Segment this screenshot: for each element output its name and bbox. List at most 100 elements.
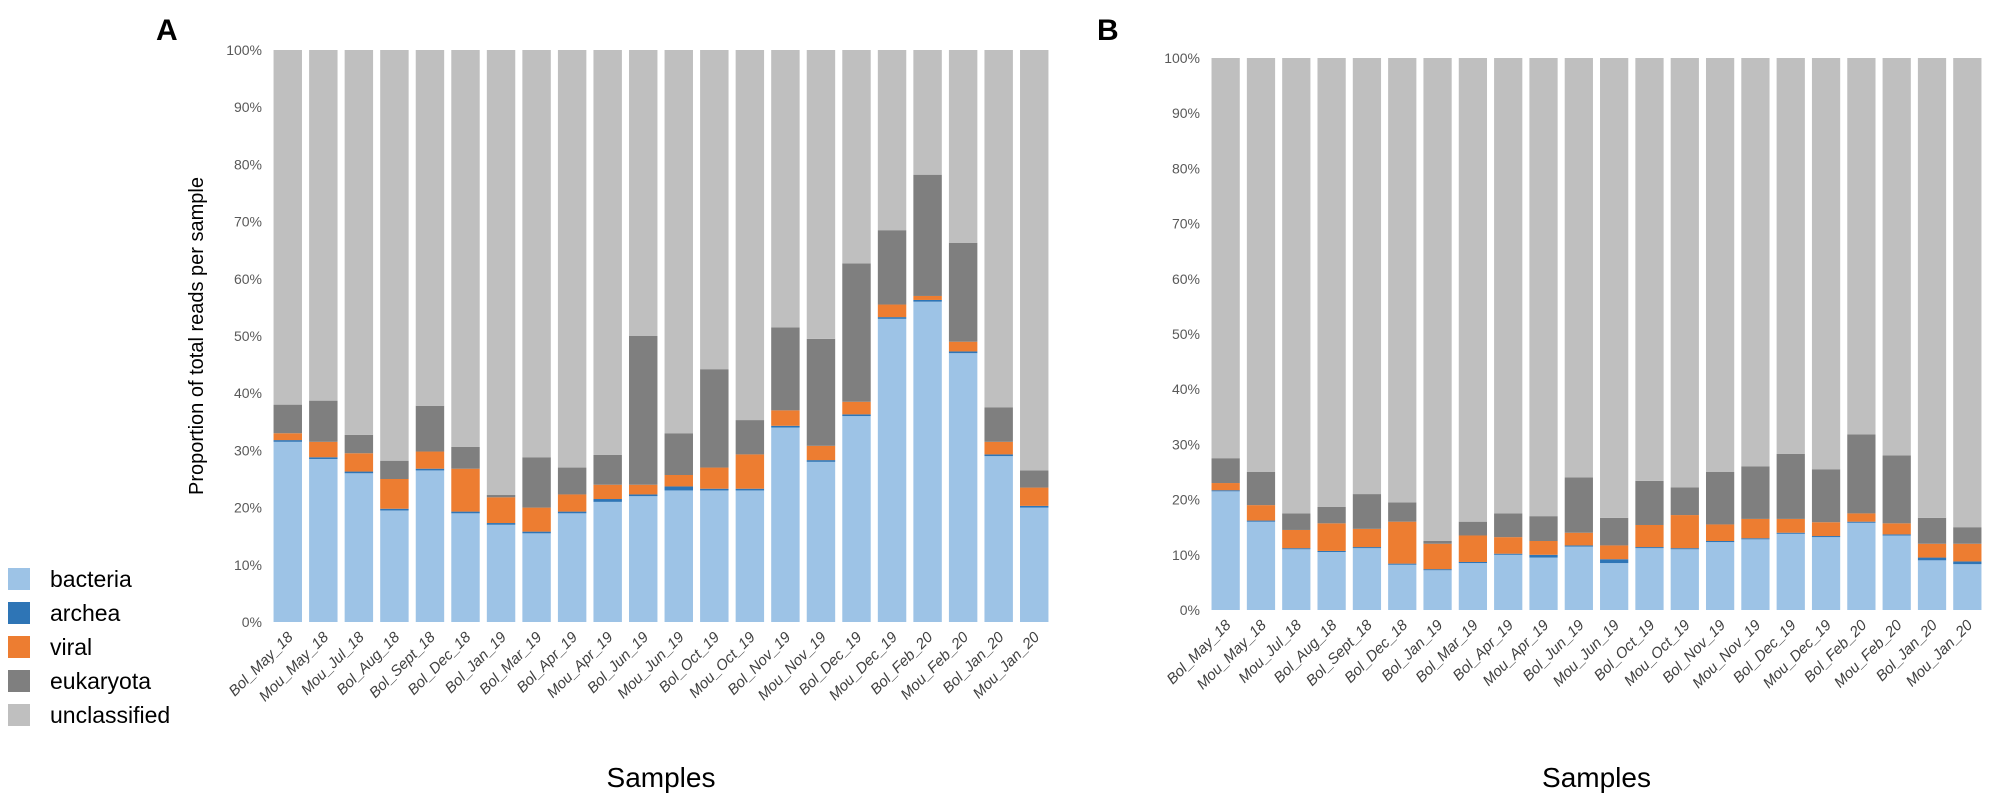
panel-a-bar-bacteria bbox=[771, 427, 800, 622]
panel-a-bar-archea bbox=[593, 499, 622, 502]
legend-item-unclassified: unclassified bbox=[8, 698, 170, 732]
panel-a-bar-archea bbox=[309, 457, 338, 459]
panel-a-bar-unclassified bbox=[806, 50, 836, 339]
panel-b-bar-bacteria bbox=[1882, 535, 1911, 610]
panel-a-bar-archea bbox=[629, 494, 658, 497]
panel-a-bar-archea bbox=[948, 351, 978, 354]
panel-b-bar-unclassified bbox=[1352, 58, 1382, 495]
panel-a-bar-eukaryota bbox=[948, 242, 978, 342]
panel-b-bar-unclassified bbox=[1600, 58, 1629, 518]
legend-label-unclassified: unclassified bbox=[50, 701, 171, 728]
panel-b-bar-eukaryota bbox=[1847, 434, 1876, 514]
panel-a-bar-viral bbox=[1020, 487, 1049, 506]
panel-b-bar-unclassified bbox=[1282, 58, 1311, 514]
panel-b-bar-unclassified bbox=[1776, 58, 1805, 454]
panel-b-bar-archea bbox=[1388, 563, 1417, 565]
panel-b-bar-archea bbox=[1352, 547, 1382, 549]
panel-b-bar-bacteria bbox=[1670, 549, 1699, 610]
panel-b-bar-bacteria bbox=[1953, 564, 1982, 610]
panel-b-bar-eukaryota bbox=[1600, 517, 1629, 546]
panel-a-bar-eukaryota bbox=[557, 467, 587, 495]
legend-item-bacteria: bacteria bbox=[8, 562, 170, 596]
panel-a-bar-unclassified bbox=[273, 50, 302, 405]
panel-a-bar-unclassified bbox=[948, 50, 978, 243]
panel-b-bar-viral bbox=[1600, 545, 1629, 560]
panel-a-bar-eukaryota bbox=[629, 336, 658, 485]
panel-b-bar-viral bbox=[1423, 543, 1452, 570]
panel-a-bar-eukaryota bbox=[380, 460, 409, 479]
panel-a-bar-archea bbox=[771, 425, 800, 428]
panel-b-bar-bacteria bbox=[1317, 552, 1346, 610]
panel-b-bar-eukaryota bbox=[1529, 516, 1558, 541]
panel-b-ytick-label: 50% bbox=[1172, 326, 1200, 342]
panel-a-bar-eukaryota bbox=[1020, 470, 1049, 488]
panel-b-bar-unclassified bbox=[1388, 58, 1417, 503]
panel-a-bar-bacteria bbox=[913, 301, 942, 622]
panel-b-bar-eukaryota bbox=[1494, 513, 1523, 538]
panel-a-bar-bacteria bbox=[273, 441, 302, 622]
panel-b-bar-eukaryota bbox=[1564, 477, 1593, 533]
panel-b-bar-archea bbox=[1282, 548, 1311, 550]
panel-b-bar-viral bbox=[1953, 543, 1982, 562]
panel-a-bar-bacteria bbox=[984, 456, 1013, 622]
panel-a-bar-unclassified bbox=[664, 50, 693, 434]
panel-a-ytick-label: 0% bbox=[242, 614, 262, 630]
legend-swatch-bacteria bbox=[8, 568, 30, 590]
panel-a-ytick-label: 70% bbox=[234, 214, 262, 230]
panel-a-bar-bacteria bbox=[664, 490, 693, 622]
panel-b-bar-eukaryota bbox=[1776, 453, 1805, 519]
panel-a-bar-archea bbox=[1020, 505, 1049, 508]
panel-a-bar-eukaryota bbox=[664, 433, 693, 475]
panel-b-bar-viral bbox=[1564, 532, 1593, 546]
panel-a-bar-unclassified bbox=[451, 50, 480, 447]
panel-b-bar-viral bbox=[1882, 523, 1911, 535]
panel-a-bar-unclassified bbox=[380, 50, 409, 461]
panel-b-bar-viral bbox=[1388, 521, 1417, 564]
legend: bacteria archea viral eukaryota unclassi… bbox=[8, 562, 170, 732]
panel-a-bar-viral bbox=[664, 475, 693, 487]
panel-b-bar-bacteria bbox=[1776, 533, 1805, 610]
legend-label-eukaryota: eukaryota bbox=[50, 667, 152, 694]
panel-a-bar-archea bbox=[735, 488, 765, 491]
panel-b-ytick-label: 20% bbox=[1172, 492, 1200, 508]
panel-a-bar-archea bbox=[664, 486, 693, 491]
panel-b-bar-eukaryota bbox=[1670, 487, 1699, 516]
panel-a-bar-bacteria bbox=[700, 490, 729, 622]
panel-b-bar-unclassified bbox=[1317, 58, 1346, 507]
panel-b-bar-eukaryota bbox=[1317, 506, 1346, 524]
panel-a-bar-unclassified bbox=[344, 50, 374, 435]
panel-b-bar-eukaryota bbox=[1882, 455, 1911, 524]
panel-a-ytick-label: 20% bbox=[234, 500, 262, 516]
panel-a-bar-archea bbox=[877, 317, 907, 319]
panel-b-bar-archea bbox=[1847, 521, 1876, 523]
panel-a-bar-archea bbox=[344, 471, 374, 474]
panel-b-bar-archea bbox=[1917, 557, 1947, 561]
panel-a-bar-eukaryota bbox=[913, 174, 942, 296]
panel-b-bar-viral bbox=[1917, 543, 1947, 558]
panel-a-bar-viral bbox=[486, 497, 516, 524]
panel-b-bar-bacteria bbox=[1564, 546, 1593, 610]
legend-item-archea: archea bbox=[8, 596, 170, 630]
panel-b-bar-archea bbox=[1494, 553, 1523, 555]
panel-a-bar-viral bbox=[344, 453, 374, 472]
panel-b-bar-eukaryota bbox=[1917, 517, 1947, 544]
panel-b-bar-archea bbox=[1953, 561, 1982, 565]
panel-b-bar-bacteria bbox=[1211, 491, 1240, 610]
panel-a-y-axis-title: Proportion of total reads per sample bbox=[186, 177, 208, 495]
panel-a-bar-unclassified bbox=[984, 50, 1013, 408]
panel-a-bar-eukaryota bbox=[522, 457, 551, 508]
legend-swatch-viral bbox=[8, 636, 30, 658]
panel-b-bar-eukaryota bbox=[1458, 521, 1488, 536]
panel-b-bar-viral bbox=[1670, 515, 1699, 549]
panel-b-bar-viral bbox=[1211, 483, 1240, 491]
panel-b-bar-bacteria bbox=[1529, 557, 1558, 610]
panel-a-bar-eukaryota bbox=[486, 495, 516, 498]
panel-a-ytick-label: 30% bbox=[234, 442, 262, 458]
panel-b-bar-unclassified bbox=[1882, 58, 1911, 456]
panel-a-bar-eukaryota bbox=[451, 446, 480, 469]
panel-b-bar-archea bbox=[1458, 561, 1488, 564]
panel-a-ytick-label: 80% bbox=[234, 156, 262, 172]
panel-b-bar-archea bbox=[1529, 554, 1558, 558]
panel-a-bar-bacteria bbox=[451, 513, 480, 622]
panel-a-bar-eukaryota bbox=[806, 338, 836, 446]
